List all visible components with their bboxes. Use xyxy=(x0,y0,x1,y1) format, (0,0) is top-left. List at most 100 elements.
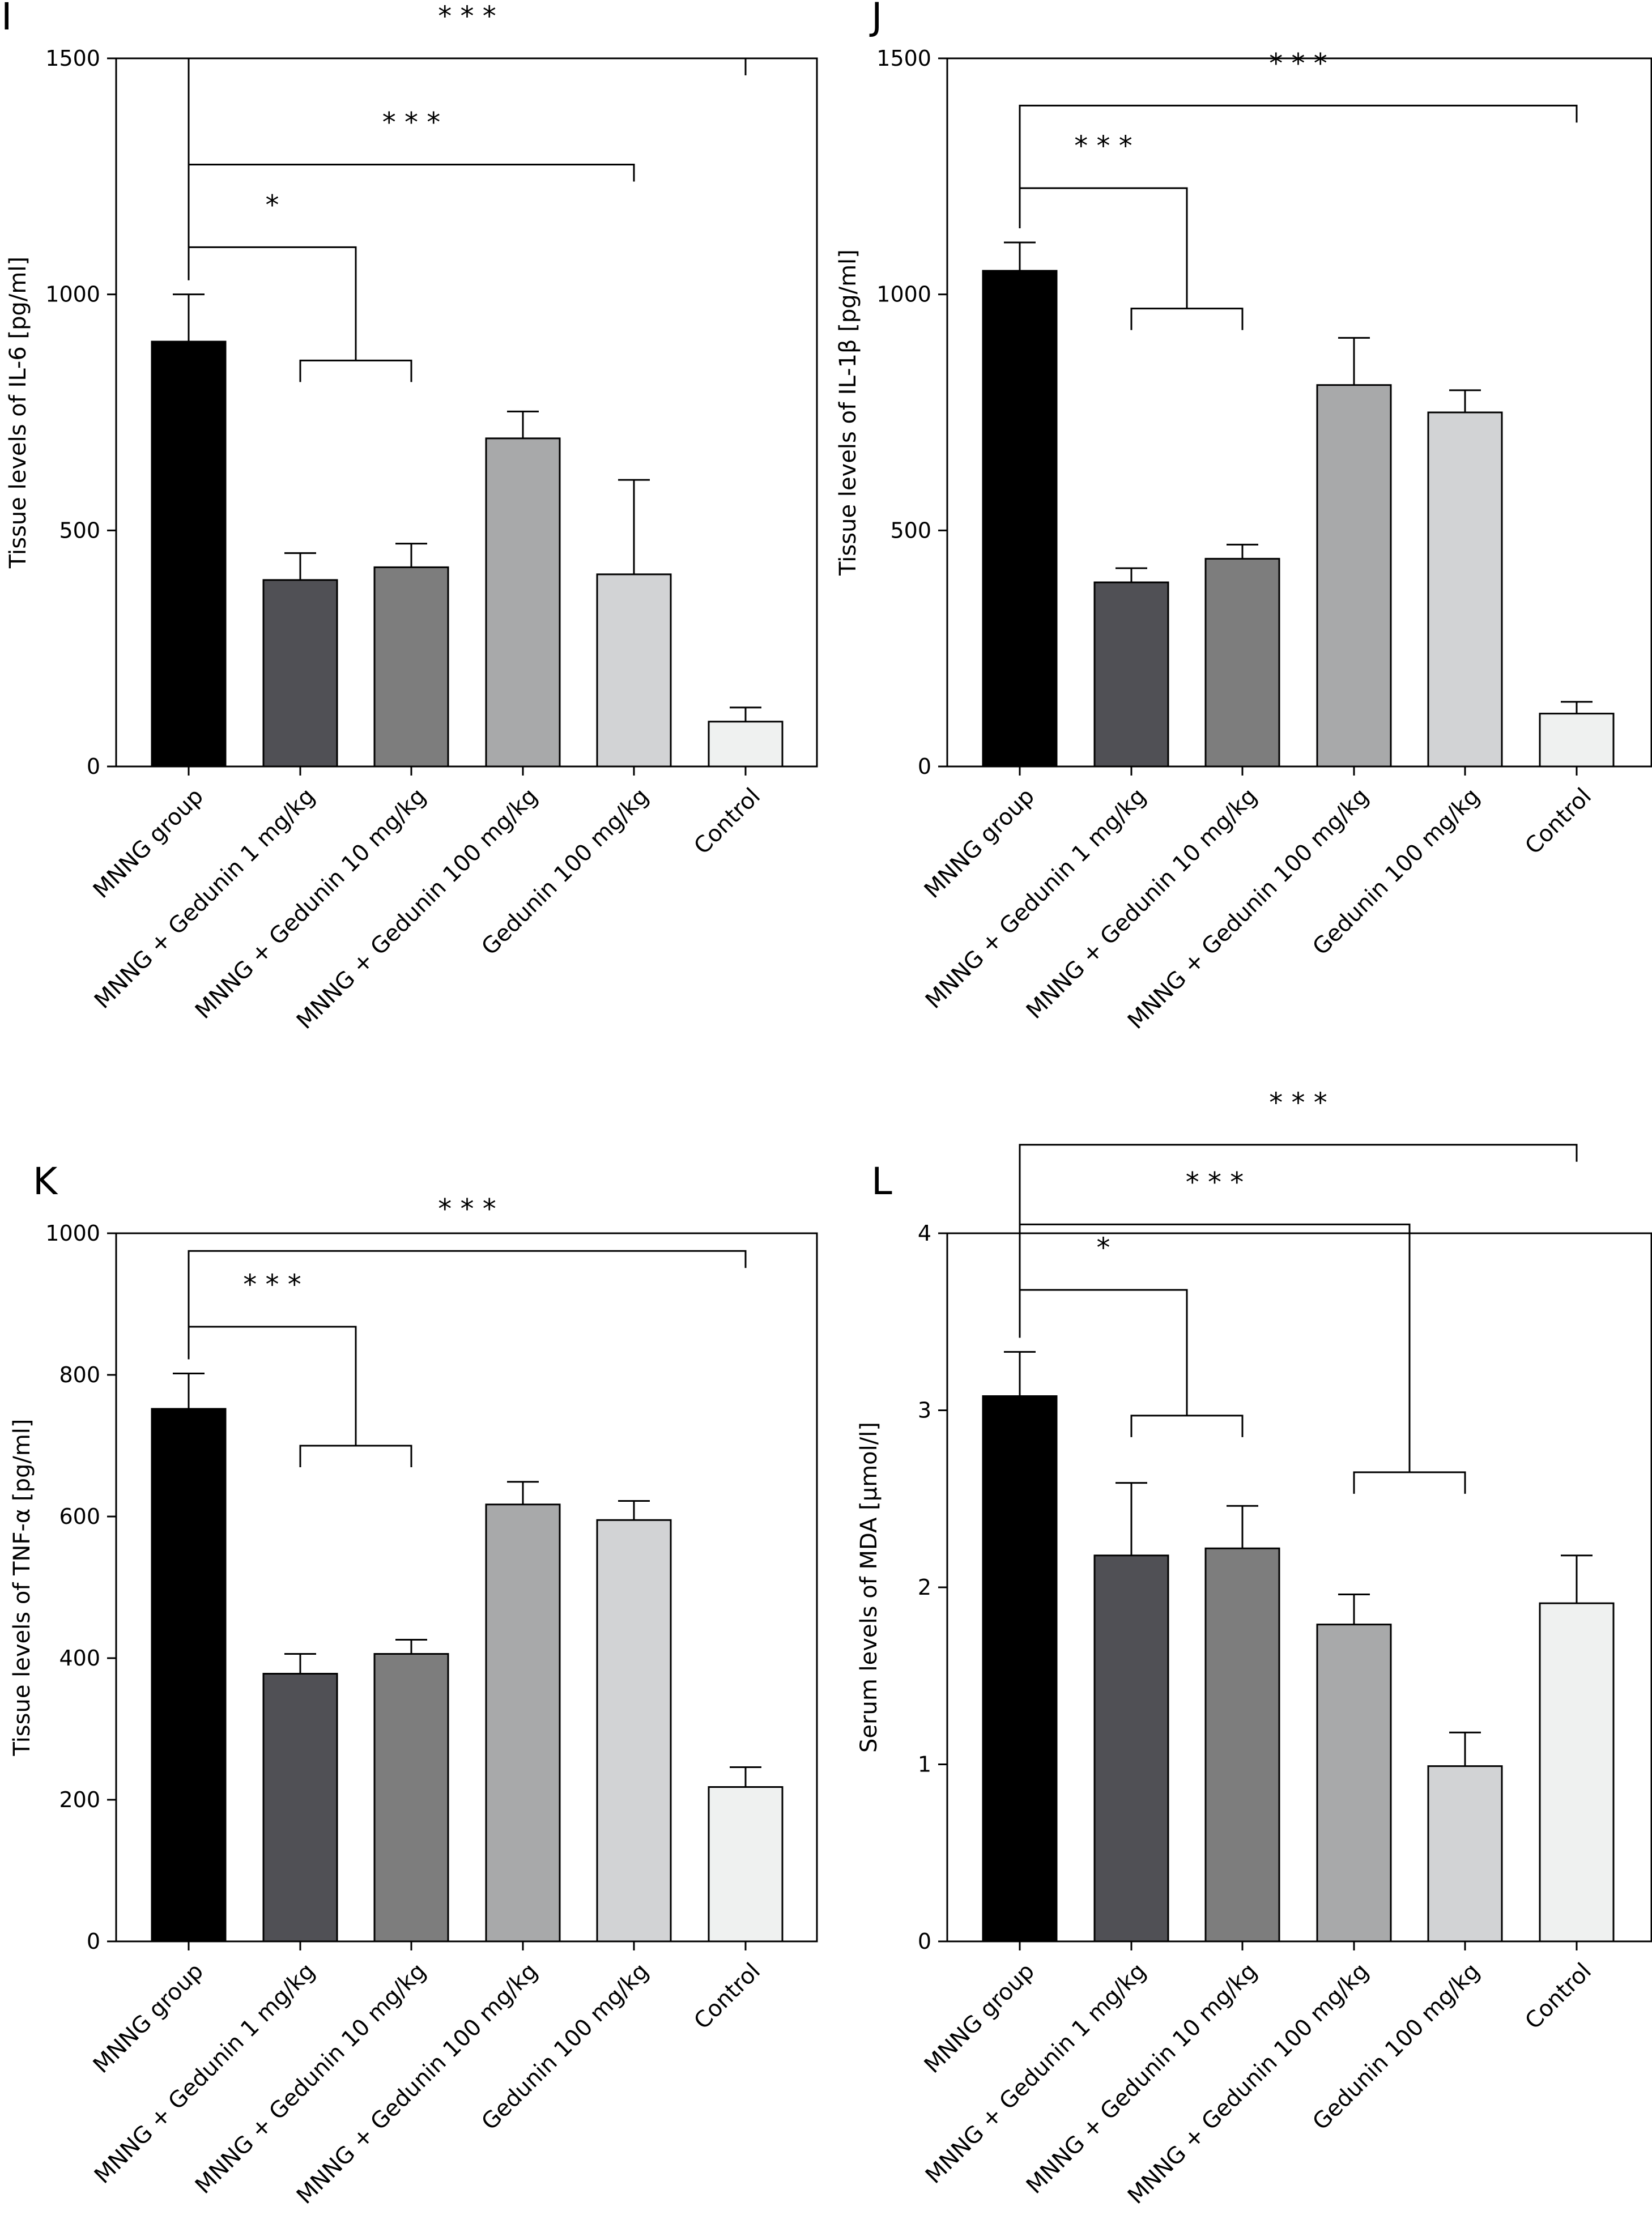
y-tick-label: 1000 xyxy=(45,282,100,307)
significance-label: * * * xyxy=(1074,130,1132,162)
chart-panel-i: I 0 500 1000 1500 Tissue levels of IL-6 [pg/m… xyxy=(1,0,818,1034)
error-bar xyxy=(1338,336,1370,385)
x-tick-label: MNNG group xyxy=(919,783,1040,904)
chart-panel-j: J 0 500 1000 1500 Tissue levels of IL-1β [pg/… xyxy=(835,0,1652,1034)
panel-label: L xyxy=(871,1160,892,1203)
y-tick-label: 400 xyxy=(59,1646,100,1671)
x-tick-label: MNNG group xyxy=(88,783,208,904)
bar xyxy=(982,270,1058,768)
x-tick-label: MNNG + Gedunin 100 mg/kg xyxy=(292,783,543,1034)
x-tick-label: MNNG + Gedunin 100 mg/kg xyxy=(1123,1958,1374,2209)
y-tick-label: 0 xyxy=(918,1929,931,1954)
bar xyxy=(485,437,561,768)
significance-label: * * * xyxy=(1269,48,1327,79)
error-bar xyxy=(1004,1351,1036,1396)
significance-bracket xyxy=(188,1326,412,1467)
chart-panel-l: L 0 1 2 3 4 Serum levels of MDA [µmol/l] MNNG g… xyxy=(856,1087,1652,2209)
error-bar xyxy=(284,552,316,580)
error-bar xyxy=(1449,1731,1481,1766)
significance-label: * * * xyxy=(438,1193,496,1225)
y-tick-label: 800 xyxy=(59,1362,100,1387)
bar xyxy=(708,721,784,768)
bar xyxy=(373,1653,449,1943)
error-bar xyxy=(395,543,427,568)
y-tick-label: 600 xyxy=(59,1504,100,1529)
bar xyxy=(151,1408,227,1943)
x-tick-label: Control xyxy=(1520,783,1596,860)
y-tick-label: 1500 xyxy=(45,46,100,71)
plot-frame xyxy=(946,57,1652,768)
x-tick-label: MNNG + Gedunin 1 mg/kg xyxy=(921,1958,1151,2189)
y-tick-label: 200 xyxy=(59,1787,100,1812)
bar xyxy=(151,340,227,768)
x-tick-label: MNNG + Gedunin 10 mg/kg xyxy=(190,1958,431,2199)
error-bar xyxy=(1561,701,1593,714)
significance-label: * xyxy=(1097,1232,1110,1264)
y-tick-label: 2 xyxy=(918,1575,931,1600)
x-tick-label: MNNG + Gedunin 1 mg/kg xyxy=(90,1958,320,2189)
bar xyxy=(1204,557,1280,768)
y-tick-label: 500 xyxy=(59,518,100,543)
bar xyxy=(1204,1547,1280,1943)
error-bar xyxy=(730,706,761,722)
x-tick-label: Control xyxy=(689,783,765,860)
bar xyxy=(1427,1765,1503,1943)
x-tick-label: MNNG + Gedunin 1 mg/kg xyxy=(921,783,1151,1014)
panel-label: K xyxy=(33,1160,58,1203)
significance-label: * * * xyxy=(243,1269,301,1301)
significance-bracket xyxy=(188,246,412,382)
significance-bracket xyxy=(1019,1289,1244,1437)
error-bar xyxy=(1227,543,1258,559)
error-bar xyxy=(1115,567,1147,582)
y-tick-label: 0 xyxy=(87,754,100,779)
y-tick-label: 1500 xyxy=(876,46,931,71)
error-bar xyxy=(730,1766,761,1787)
bar xyxy=(262,579,338,768)
panel-label: J xyxy=(869,0,882,39)
bar xyxy=(373,566,449,768)
significance-label: * xyxy=(266,189,279,221)
chart-panel-k: K 0 200 400 600 800 1000 Tissue levels of TNF-α… xyxy=(9,1160,818,2209)
x-tick-label: MNNG group xyxy=(88,1958,208,2078)
x-tick-label: Control xyxy=(1520,1958,1596,2035)
bar xyxy=(1539,713,1615,768)
x-tick-label: MNNG + Gedunin 10 mg/kg xyxy=(1021,1958,1262,2199)
y-tick-label: 500 xyxy=(890,518,931,543)
y-tick-label: 0 xyxy=(918,754,931,779)
error-bar xyxy=(395,1639,427,1654)
y-tick-label: 1000 xyxy=(45,1221,100,1246)
significance-label: * * * xyxy=(382,107,441,139)
significance-bracket xyxy=(188,164,635,280)
y-tick-label: 1 xyxy=(918,1752,931,1777)
bar xyxy=(708,1786,784,1943)
bar xyxy=(596,573,672,768)
bar xyxy=(1427,411,1503,768)
y-tick-label: 1000 xyxy=(876,282,931,307)
error-bar xyxy=(173,293,205,342)
y-axis-title: Serum levels of MDA [µmol/l] xyxy=(856,1422,882,1753)
bar xyxy=(1539,1602,1615,1943)
bar xyxy=(1093,1554,1169,1943)
error-bar xyxy=(1227,1505,1258,1549)
error-bar xyxy=(618,1500,650,1520)
significance-bracket xyxy=(1019,1223,1466,1494)
error-bar xyxy=(1004,241,1036,271)
bar xyxy=(596,1519,672,1943)
plot-frame xyxy=(115,1232,818,1943)
x-tick-label: MNNG + Gedunin 100 mg/kg xyxy=(1123,783,1374,1034)
significance-bracket xyxy=(1019,104,1578,228)
bar xyxy=(485,1503,561,1943)
y-axis-title: Tissue levels of TNF-α [pg/ml] xyxy=(9,1419,35,1756)
bar xyxy=(262,1673,338,1943)
bar xyxy=(982,1395,1058,1943)
significance-bracket xyxy=(1019,187,1244,330)
bar xyxy=(1316,1624,1392,1943)
error-bar xyxy=(507,410,539,438)
significance-label: * * * xyxy=(1186,1166,1244,1198)
x-tick-label: MNNG group xyxy=(919,1958,1040,2078)
panel-label: I xyxy=(1,0,12,39)
error-bar xyxy=(1338,1594,1370,1625)
error-bar xyxy=(1561,1554,1593,1604)
error-bar xyxy=(1449,389,1481,412)
